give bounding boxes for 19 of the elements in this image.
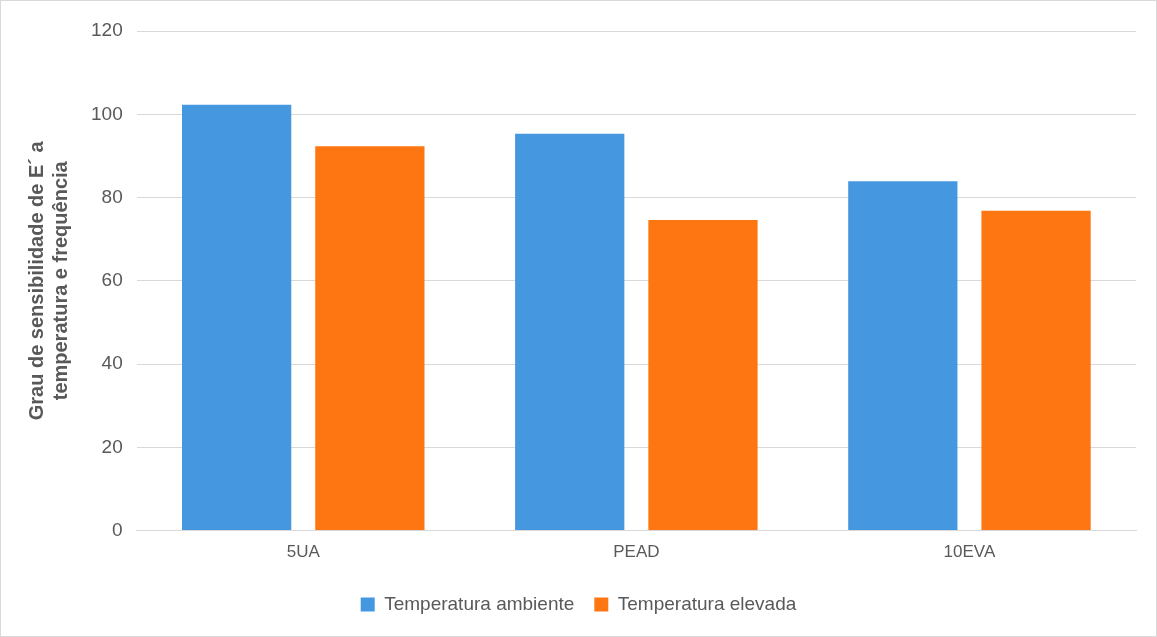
bar (515, 133, 625, 531)
bar (315, 146, 425, 531)
y-tick-label: 80 (101, 185, 123, 207)
y-tick-label: 120 (91, 19, 123, 41)
y-tick-label: 40 (101, 352, 123, 374)
x-tick-label: 5UA (286, 542, 321, 562)
x-tick-label: 10EVA (943, 542, 996, 562)
y-tick-label: 0 (112, 518, 123, 540)
y-tick-label: 60 (101, 269, 123, 291)
bar (981, 210, 1091, 531)
legend-label: Temperatura ambiente (384, 592, 575, 614)
bar (648, 220, 758, 531)
bar (182, 104, 292, 531)
y-tick-label: 100 (91, 102, 123, 124)
legend-label: Temperatura elevada (617, 592, 797, 614)
y-axis-title: Grau de sensibilidade de E´ a temperatura e frequência (24, 140, 71, 421)
x-tick-label: PEAD (613, 542, 660, 562)
bar (848, 181, 958, 531)
y-tick-label: 20 (101, 435, 123, 457)
